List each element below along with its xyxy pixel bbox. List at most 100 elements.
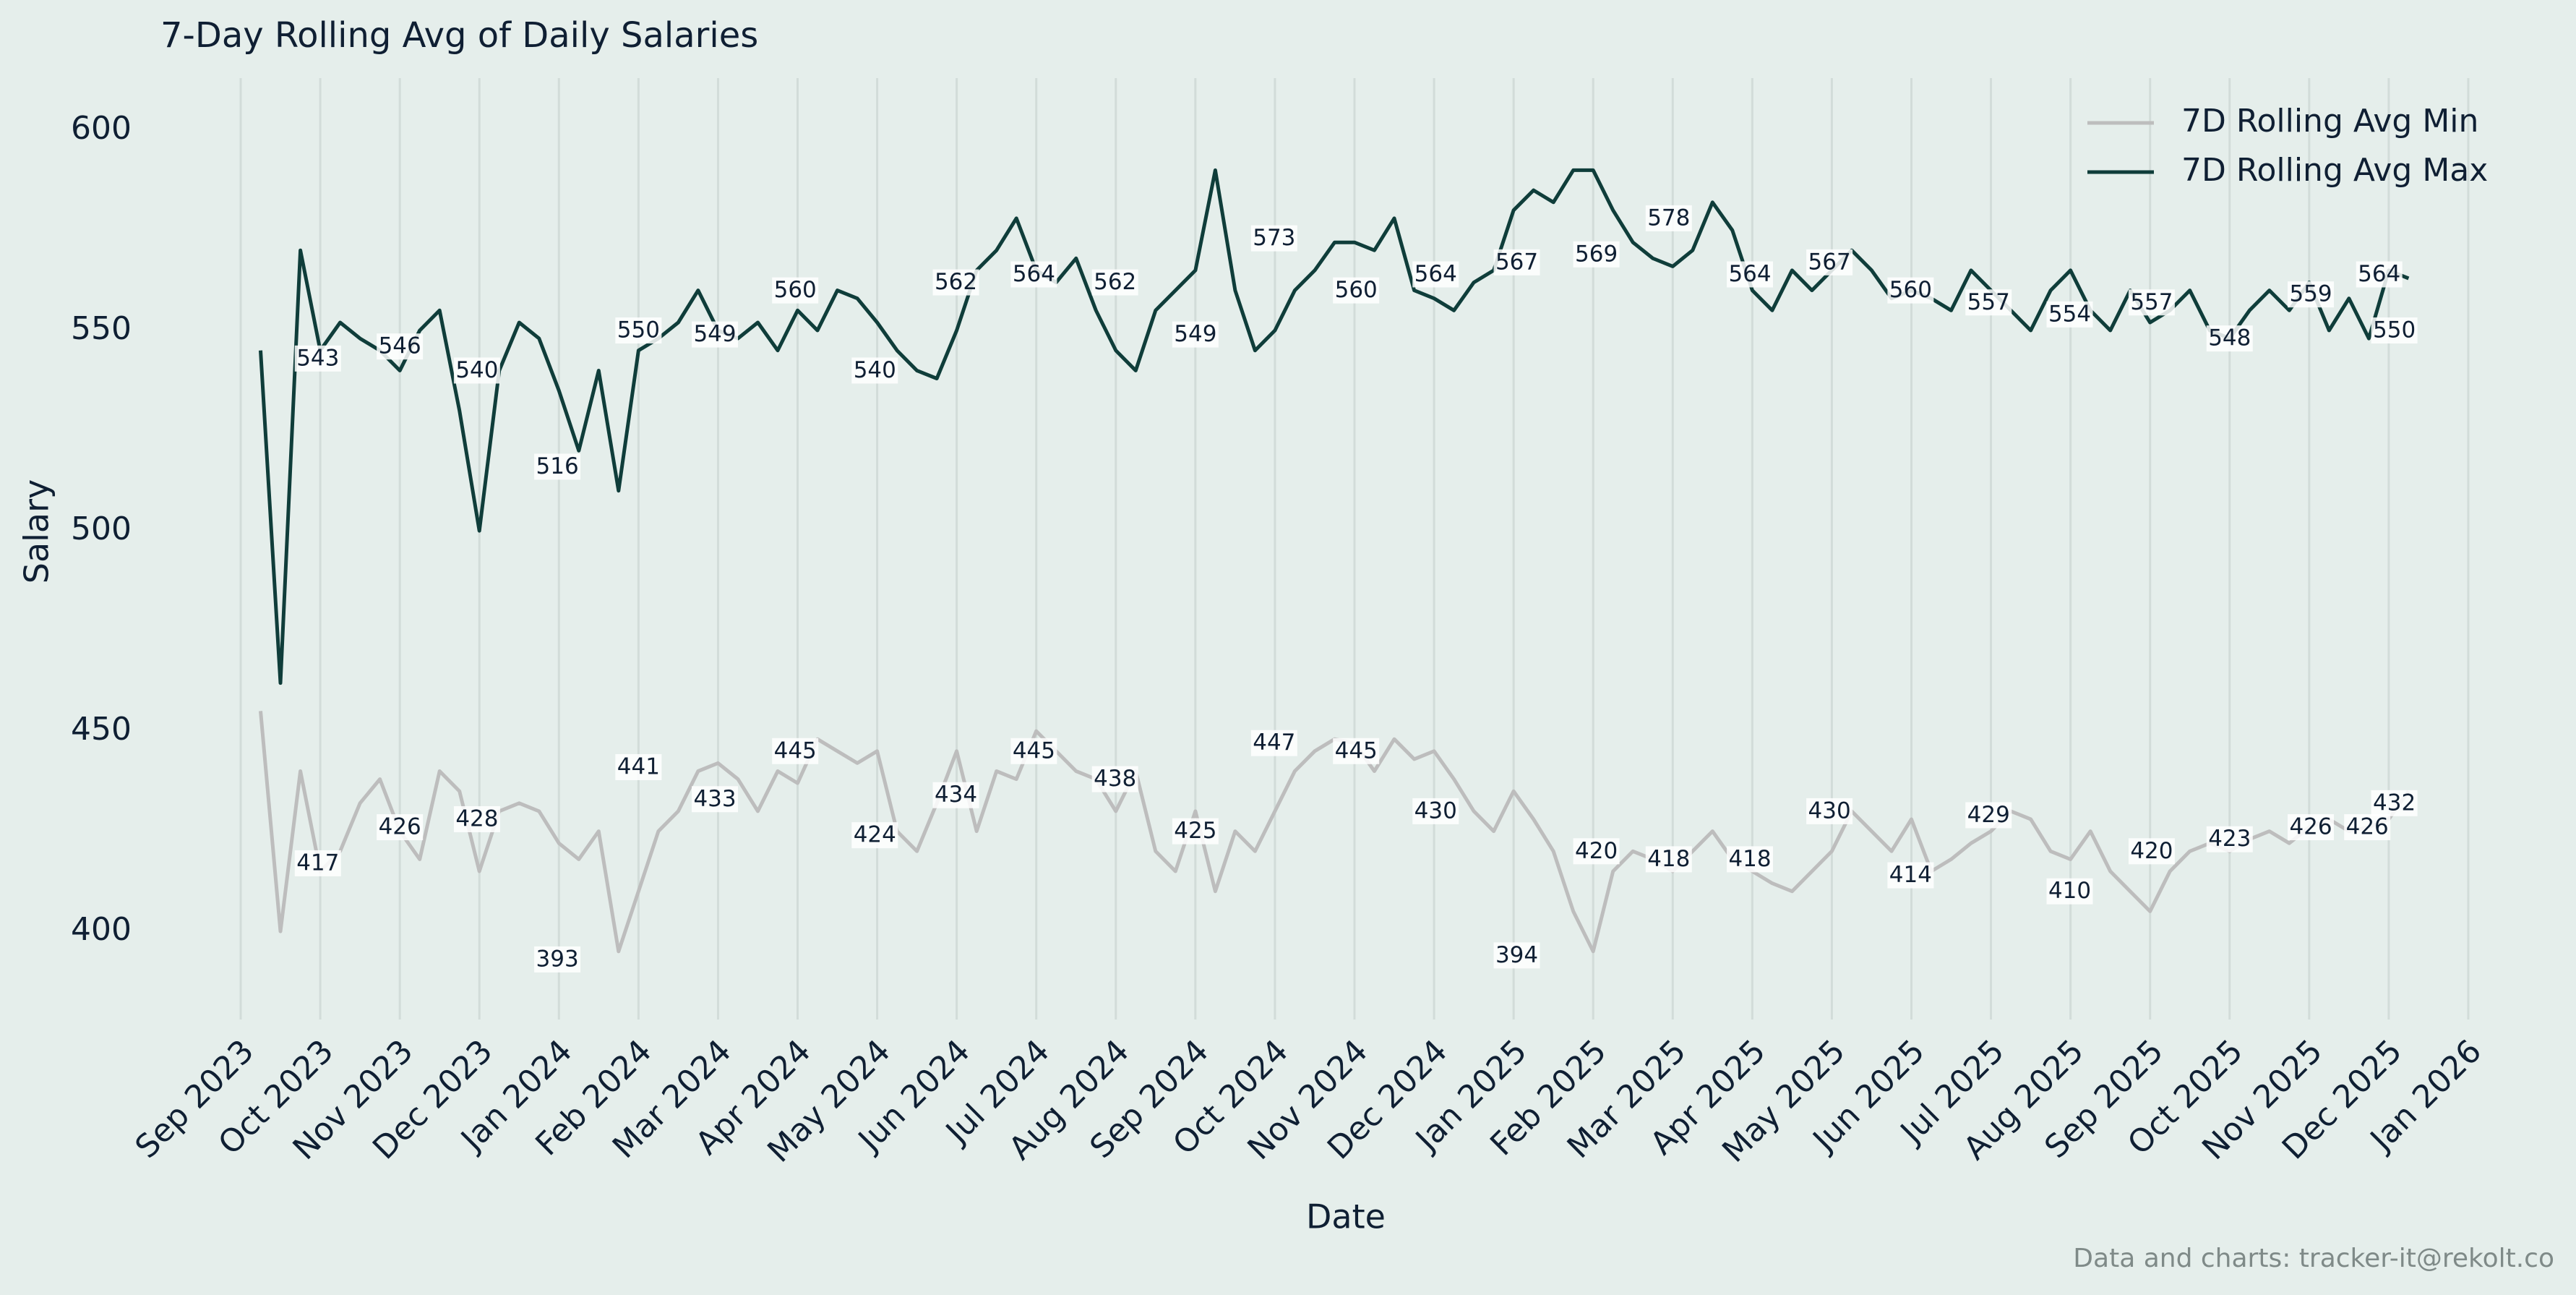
label-background <box>851 822 898 849</box>
footer: Data and charts: tracker-it@rekolt.co <box>2073 1244 2554 1273</box>
label-background <box>1333 738 1380 764</box>
label-background <box>2288 281 2335 308</box>
y-tick-label: 500 <box>71 510 132 547</box>
data-label: 414 <box>1889 862 1932 888</box>
label-background <box>1645 846 1692 873</box>
data-label: 564 <box>1728 261 1771 287</box>
label-background <box>2128 289 2175 316</box>
chart-title: 7-Day Rolling Avg of Daily Salaries <box>160 15 758 56</box>
label-background <box>1010 738 1057 764</box>
data-label: 420 <box>2130 838 2173 864</box>
label-background <box>2288 814 2335 841</box>
label-background <box>1172 818 1219 845</box>
label-background <box>1965 289 2012 316</box>
data-label: 560 <box>1889 277 1932 303</box>
label-background <box>692 321 739 348</box>
label-background <box>1645 205 1692 231</box>
label-background <box>615 753 662 780</box>
label-background <box>1965 802 2012 829</box>
data-label: 562 <box>935 269 977 295</box>
label-background <box>294 850 341 876</box>
data-label: 560 <box>774 277 817 303</box>
data-label: 425 <box>1174 818 1216 844</box>
y-tick-label: 550 <box>71 310 132 347</box>
data-label: 426 <box>379 814 421 840</box>
label-background <box>2371 790 2418 816</box>
data-label: 429 <box>1967 802 2010 828</box>
label-background <box>294 345 341 372</box>
label-background <box>1573 241 1620 268</box>
label-background <box>1172 321 1219 348</box>
label-background <box>932 782 979 808</box>
y-tick-label: 400 <box>71 911 132 948</box>
data-label: 550 <box>2373 317 2416 343</box>
label-background <box>2046 878 2093 905</box>
data-label: 557 <box>1967 289 2010 315</box>
data-label: 393 <box>536 946 579 972</box>
label-background <box>2128 838 2175 865</box>
data-label: 554 <box>2048 301 2091 327</box>
data-label: 410 <box>2048 878 2091 904</box>
x-axis-label: Date <box>1306 1197 1386 1236</box>
data-label: 420 <box>1575 838 1618 864</box>
label-background <box>1806 249 1853 275</box>
label-background <box>1010 261 1057 288</box>
label-background <box>2371 317 2418 344</box>
data-label: 445 <box>1335 738 1378 764</box>
data-label: 548 <box>2208 325 2251 351</box>
data-label: 426 <box>2289 814 2332 840</box>
data-label: 445 <box>774 738 817 764</box>
data-label: 418 <box>1647 846 1690 872</box>
label-background <box>453 357 500 384</box>
label-background <box>1573 838 1620 865</box>
data-label: 423 <box>2208 826 2251 852</box>
label-background <box>2046 301 2093 328</box>
data-label: 441 <box>617 753 660 779</box>
data-label: 560 <box>1335 277 1378 303</box>
label-background <box>1333 277 1380 304</box>
data-label: 546 <box>379 333 421 359</box>
data-label: 540 <box>455 357 498 383</box>
label-background <box>772 738 819 764</box>
data-label: 569 <box>1575 241 1618 267</box>
data-label: 567 <box>1495 249 1538 275</box>
y-tick-label: 450 <box>71 711 132 748</box>
label-background <box>932 269 979 296</box>
data-label: 426 <box>2346 814 2389 840</box>
label-background <box>2206 826 2253 852</box>
data-label: 550 <box>617 317 660 343</box>
data-label: 557 <box>2130 289 2173 315</box>
label-background <box>534 946 581 973</box>
label-background <box>377 814 424 841</box>
label-background <box>1887 277 1934 304</box>
label-background <box>2344 814 2391 841</box>
data-label: 445 <box>1013 738 1055 764</box>
label-background <box>1250 730 1297 756</box>
label-background <box>534 453 581 480</box>
data-label: 417 <box>296 850 339 876</box>
data-label: 430 <box>1414 798 1457 824</box>
label-background <box>453 805 500 832</box>
data-label: 438 <box>1094 766 1136 792</box>
series-line <box>259 168 2410 685</box>
label-background <box>851 357 898 384</box>
data-label: 424 <box>854 822 896 848</box>
label-background <box>1412 261 1459 288</box>
data-label: 578 <box>1647 205 1690 231</box>
data-label: 549 <box>1174 321 1216 347</box>
label-background <box>1091 269 1138 296</box>
label-background <box>2206 325 2253 352</box>
y-tick-label: 600 <box>71 110 132 147</box>
label-background <box>377 333 424 360</box>
legend-label: 7D Rolling Avg Max <box>2181 152 2488 189</box>
label-background <box>1887 862 1934 889</box>
data-label: 549 <box>693 321 736 347</box>
label-background <box>2356 261 2403 288</box>
data-label: 567 <box>1808 249 1851 275</box>
label-background <box>1727 261 1774 288</box>
data-label: 432 <box>2373 790 2416 816</box>
data-label: 543 <box>296 345 339 371</box>
label-background <box>1091 766 1138 792</box>
